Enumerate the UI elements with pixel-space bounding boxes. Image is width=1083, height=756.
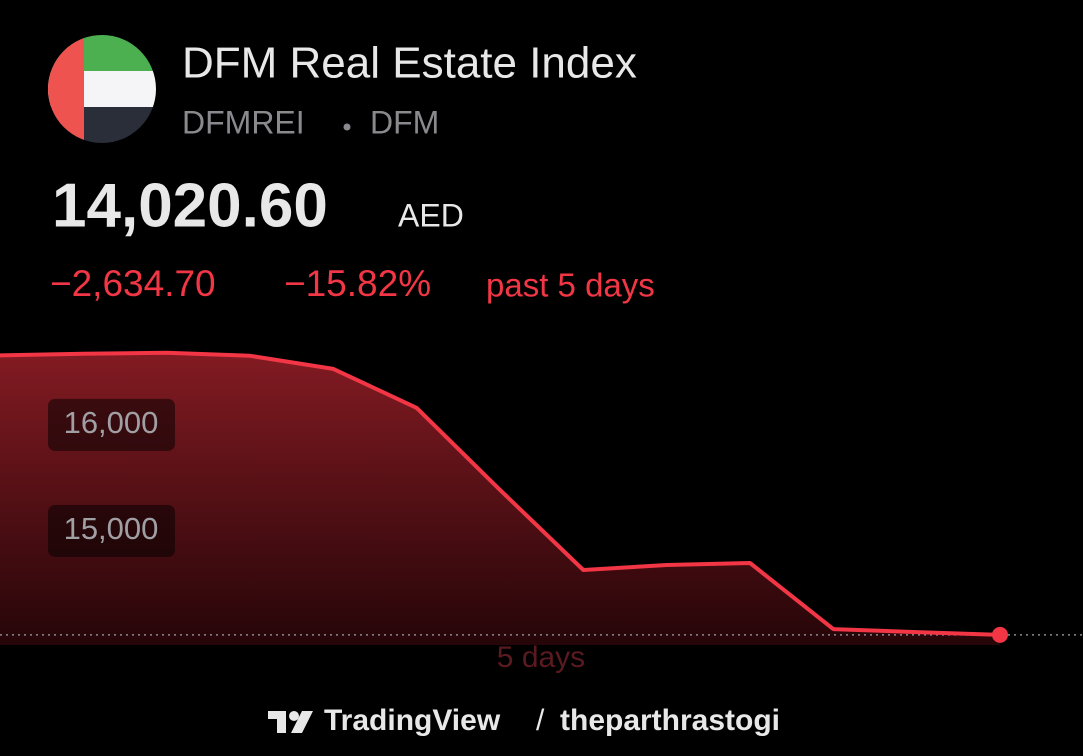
x-axis-label: 5 days [497,641,585,674]
title: DFM Real Estate Index [182,39,637,88]
flag-icon [48,35,156,143]
exchange: DFM [370,104,439,140]
price: 14,020.60 [52,171,328,240]
y-tick-label: 15,000 [64,511,159,546]
y-tick-box [48,504,175,557]
tradingview-logo [268,711,313,733]
area [0,352,1000,645]
separator-dot [343,123,351,131]
change: −2,634.70 [50,263,216,304]
last-point [992,626,1008,643]
separator: / [536,704,545,737]
currency: AED [398,197,464,233]
period: past 5 days [486,267,655,304]
change-percent: −15.82% [284,263,431,304]
brand: TradingView [324,704,501,737]
y-tick-box [48,398,175,451]
y-tick-label: 16,000 [64,405,159,440]
symbol: DFMREI [182,104,305,140]
user: theparthrastogi [560,704,780,737]
line [0,350,1001,637]
chart: 15,000 16,000 [0,350,1083,645]
